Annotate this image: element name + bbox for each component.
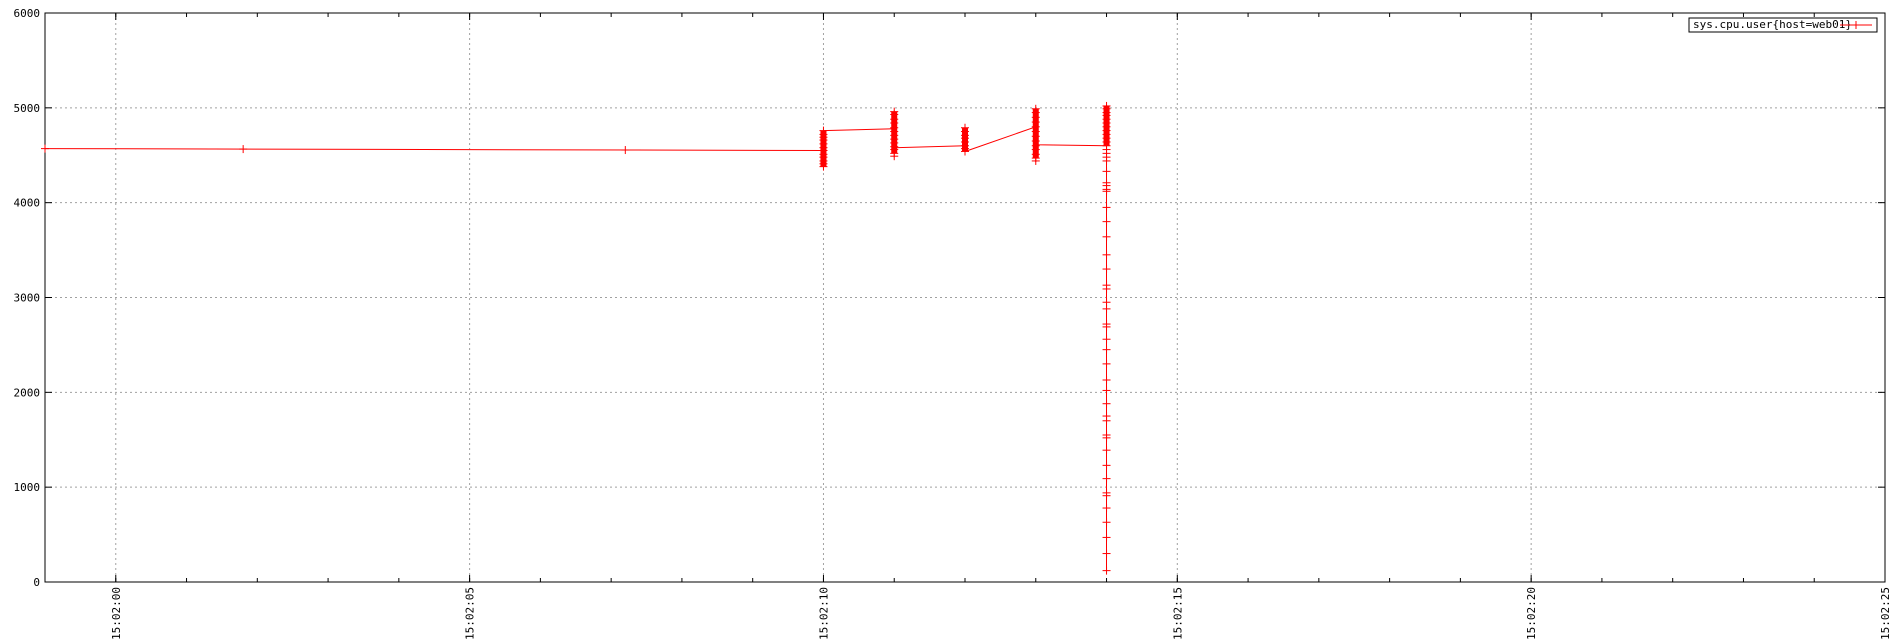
y-tick-label: 2000	[14, 386, 41, 399]
legend: sys.cpu.user{host=web01}	[1688, 17, 1878, 33]
x-tick-label: 15:02:20	[1525, 587, 1538, 640]
y-tick-label: 4000	[14, 197, 41, 210]
y-tick-label: 0	[33, 576, 40, 589]
y-tick-label: 6000	[14, 7, 41, 20]
y-tick-label: 5000	[14, 102, 41, 115]
legend-box	[1688, 17, 1878, 33]
x-tick-label: 15:02:25	[1879, 587, 1892, 640]
data-point-cluster	[820, 130, 827, 167]
x-tick-label: 15:02:00	[110, 587, 123, 640]
y-tick-label: 1000	[14, 481, 41, 494]
x-tick-label: 15:02:15	[1171, 587, 1184, 640]
x-tick-label: 15:02:10	[817, 587, 830, 640]
x-axis: 15:02:00 15:02:05 15:02:10 15:02:15 15:02:20…	[44, 13, 1892, 640]
data-point-cluster	[1103, 105, 1110, 146]
grid-lines	[45, 13, 1885, 582]
series-line	[44, 126, 1107, 571]
data-point-cluster	[1032, 108, 1039, 159]
legend-label: sys.cpu.user{host=web01}	[1693, 18, 1852, 31]
y-tick-label: 3000	[14, 292, 41, 305]
series-group	[41, 101, 1111, 575]
x-tick-label: 15:02:05	[464, 587, 477, 640]
data-point-cluster	[962, 127, 968, 152]
y-axis: 0 1000 2000 3000 4000 5000 6000	[14, 7, 1885, 589]
data-point-cluster	[891, 111, 898, 154]
